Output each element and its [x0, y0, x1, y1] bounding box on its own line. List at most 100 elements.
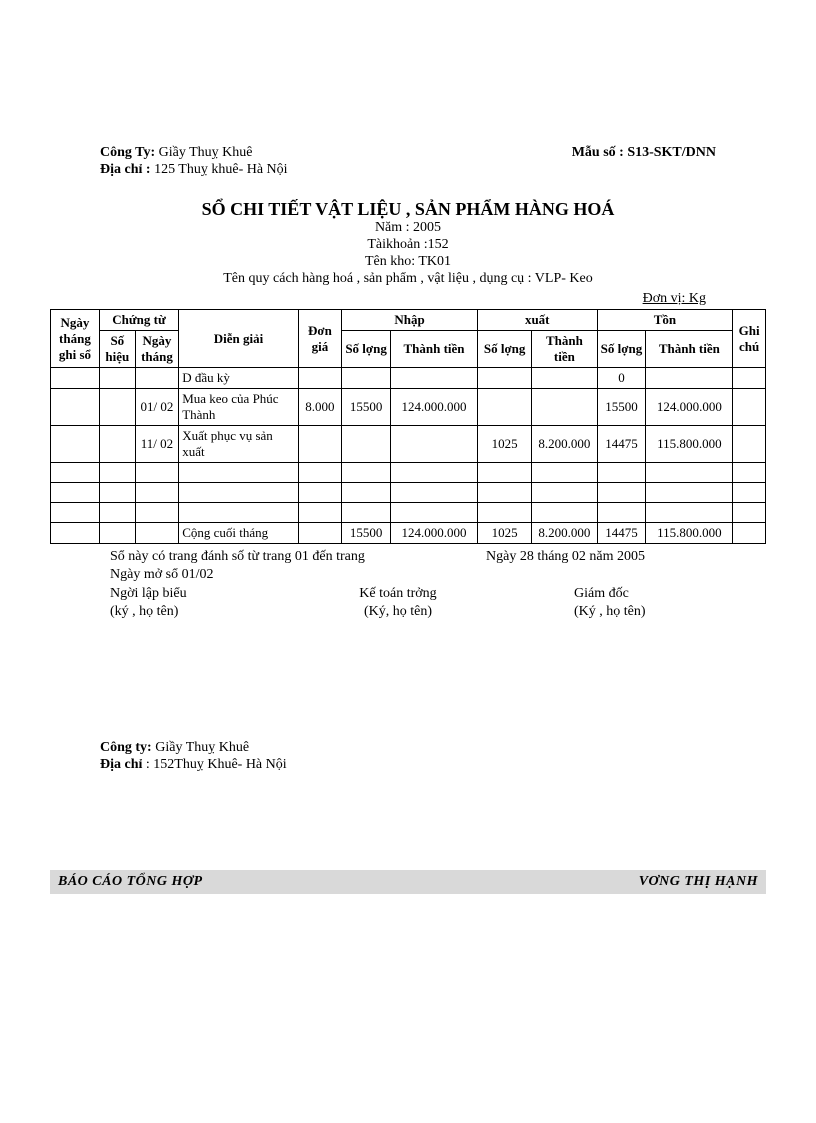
cell-xtt: 8.200.000	[532, 523, 597, 544]
cell-gc	[733, 463, 766, 483]
table-row	[51, 503, 766, 523]
cell-ngay	[51, 389, 100, 426]
cell-gc	[733, 389, 766, 426]
cell-xtt: 8.200.000	[532, 426, 597, 463]
lower-company-label: Công ty:	[100, 740, 152, 755]
header-row: Công Ty: Giầy Thuỵ Khuê Địa chỉ : 125 Th…	[100, 145, 716, 179]
cell-tsl	[597, 463, 646, 483]
sig1b: (ký , họ tên)	[110, 603, 302, 621]
table-row	[51, 483, 766, 503]
col-nhap-sl: Số lợng	[342, 331, 391, 368]
main-title: SỔ CHI TIẾT VẬT LIỆU , SẢN PHẨM HÀNG HOÁ	[50, 199, 766, 221]
cell-xsl	[477, 503, 531, 523]
cell-xtt	[532, 368, 597, 389]
cell-nt	[135, 523, 178, 544]
sig-accountant: Kế toán trởng (Ký, họ tên)	[302, 585, 494, 620]
ledger-table: Ngày tháng ghi sổ Chứng từ Diễn giải Đơn…	[50, 309, 766, 544]
cell-nsl	[342, 368, 391, 389]
sig2a: Kế toán trởng	[302, 585, 494, 603]
cell-ntt: 124.000.000	[391, 523, 478, 544]
sig-director: Giám đốc (Ký , họ tên)	[494, 585, 766, 620]
cell-dongia	[298, 503, 341, 523]
cell-dongia	[298, 426, 341, 463]
cell-dg	[179, 483, 299, 503]
unit-line: Đơn vị: Kg	[50, 291, 706, 307]
col-ton: Tồn	[597, 310, 733, 331]
lower-company-name: Giầy Thuỵ Khuê	[155, 740, 249, 755]
cell-tsl: 14475	[597, 426, 646, 463]
cell-dongia	[298, 523, 341, 544]
col-nhap: Nhập	[342, 310, 478, 331]
cell-ttt	[646, 368, 733, 389]
cell-ngay	[51, 503, 100, 523]
cell-xtt	[532, 389, 597, 426]
cell-tsl	[597, 503, 646, 523]
cell-ttt: 124.000.000	[646, 389, 733, 426]
sig1a: Ngời lập biểu	[110, 585, 302, 603]
col-so-hieu: Số hiệu	[99, 331, 135, 368]
sig-preparer: Ngời lập biểu (ký , họ tên)	[110, 585, 302, 620]
cell-ttt	[646, 463, 733, 483]
col-ton-tt: Thành tiền	[646, 331, 733, 368]
cell-dg: Mua keo của Phúc Thành	[179, 389, 299, 426]
col-ngay-thang: Ngày tháng	[135, 331, 178, 368]
footer-block: Sổ này có trang đánh số từ trang 01 đến …	[110, 548, 766, 620]
cell-xsl	[477, 389, 531, 426]
col-ton-sl: Số lợng	[597, 331, 646, 368]
cell-dg	[179, 463, 299, 483]
cell-dg: Xuất phục vụ sản xuất	[179, 426, 299, 463]
cell-xtt	[532, 503, 597, 523]
title-block: SỔ CHI TIẾT VẬT LIỆU , SẢN PHẨM HÀNG HOÁ…	[50, 199, 766, 288]
cell-sh	[99, 368, 135, 389]
cell-dongia: 8.000	[298, 389, 341, 426]
cell-gc	[733, 483, 766, 503]
cell-tsl: 15500	[597, 389, 646, 426]
cell-gc	[733, 503, 766, 523]
cell-nt: 01/ 02	[135, 389, 178, 426]
col-don-gia: Đơn giá	[298, 310, 341, 368]
sig3a: Giám đốc	[574, 585, 766, 603]
lower-company-block: Công ty: Giầy Thuỵ Khuê Địa chỉ : 152Thu…	[100, 740, 766, 774]
address-label: Địa chỉ :	[100, 162, 151, 177]
cell-gc	[733, 426, 766, 463]
cell-dg	[179, 503, 299, 523]
sig2b: (Ký, họ tên)	[302, 603, 494, 621]
cell-nsl	[342, 426, 391, 463]
footer-bar-left: BÁO CÁO TỔNG HỢP	[58, 874, 203, 890]
company-block: Công Ty: Giầy Thuỵ Khuê Địa chỉ : 125 Th…	[100, 145, 288, 179]
cell-ngay	[51, 523, 100, 544]
cell-ntt	[391, 503, 478, 523]
address: 125 Thuỵ khuê- Hà Nội	[154, 162, 288, 177]
cell-tsl	[597, 483, 646, 503]
cell-sh	[99, 523, 135, 544]
cell-nt	[135, 503, 178, 523]
signature-row: Ngời lập biểu (ký , họ tên) Kế toán trởn…	[110, 585, 766, 620]
cell-dongia	[298, 463, 341, 483]
footer-bar-right: VƠNG THỊ HẠNH	[639, 874, 758, 890]
form-block: Mẫu số : S13-SKT/DNN	[572, 145, 716, 179]
cell-xtt	[532, 483, 597, 503]
cell-ngay	[51, 368, 100, 389]
footer-bar: BÁO CÁO TỔNG HỢP VƠNG THỊ HẠNH	[50, 870, 766, 894]
spec-line: Tên quy cách hàng hoá , sản phẩm , vật l…	[50, 271, 766, 288]
year-line: Năm : 2005	[50, 220, 766, 237]
cell-ntt	[391, 483, 478, 503]
cell-sh	[99, 503, 135, 523]
cell-ttt: 115.800.000	[646, 426, 733, 463]
cell-sh	[99, 389, 135, 426]
cell-sh	[99, 426, 135, 463]
cell-sh	[99, 483, 135, 503]
cell-nt: 11/ 02	[135, 426, 178, 463]
cell-nt	[135, 463, 178, 483]
table-row: D đầu kỳ0	[51, 368, 766, 389]
cell-nsl: 15500	[342, 389, 391, 426]
cell-sh	[99, 463, 135, 483]
table-row: 01/ 02Mua keo của Phúc Thành8.0001550012…	[51, 389, 766, 426]
cell-ntt	[391, 426, 478, 463]
col-xuat-sl: Số lợng	[477, 331, 531, 368]
col-chung-tu: Chứng từ	[99, 310, 178, 331]
kho-line: Tên kho: TK01	[50, 254, 766, 271]
company-label: Công Ty:	[100, 145, 155, 160]
cell-dg: Cộng cuối tháng	[179, 523, 299, 544]
cell-dongia	[298, 368, 341, 389]
